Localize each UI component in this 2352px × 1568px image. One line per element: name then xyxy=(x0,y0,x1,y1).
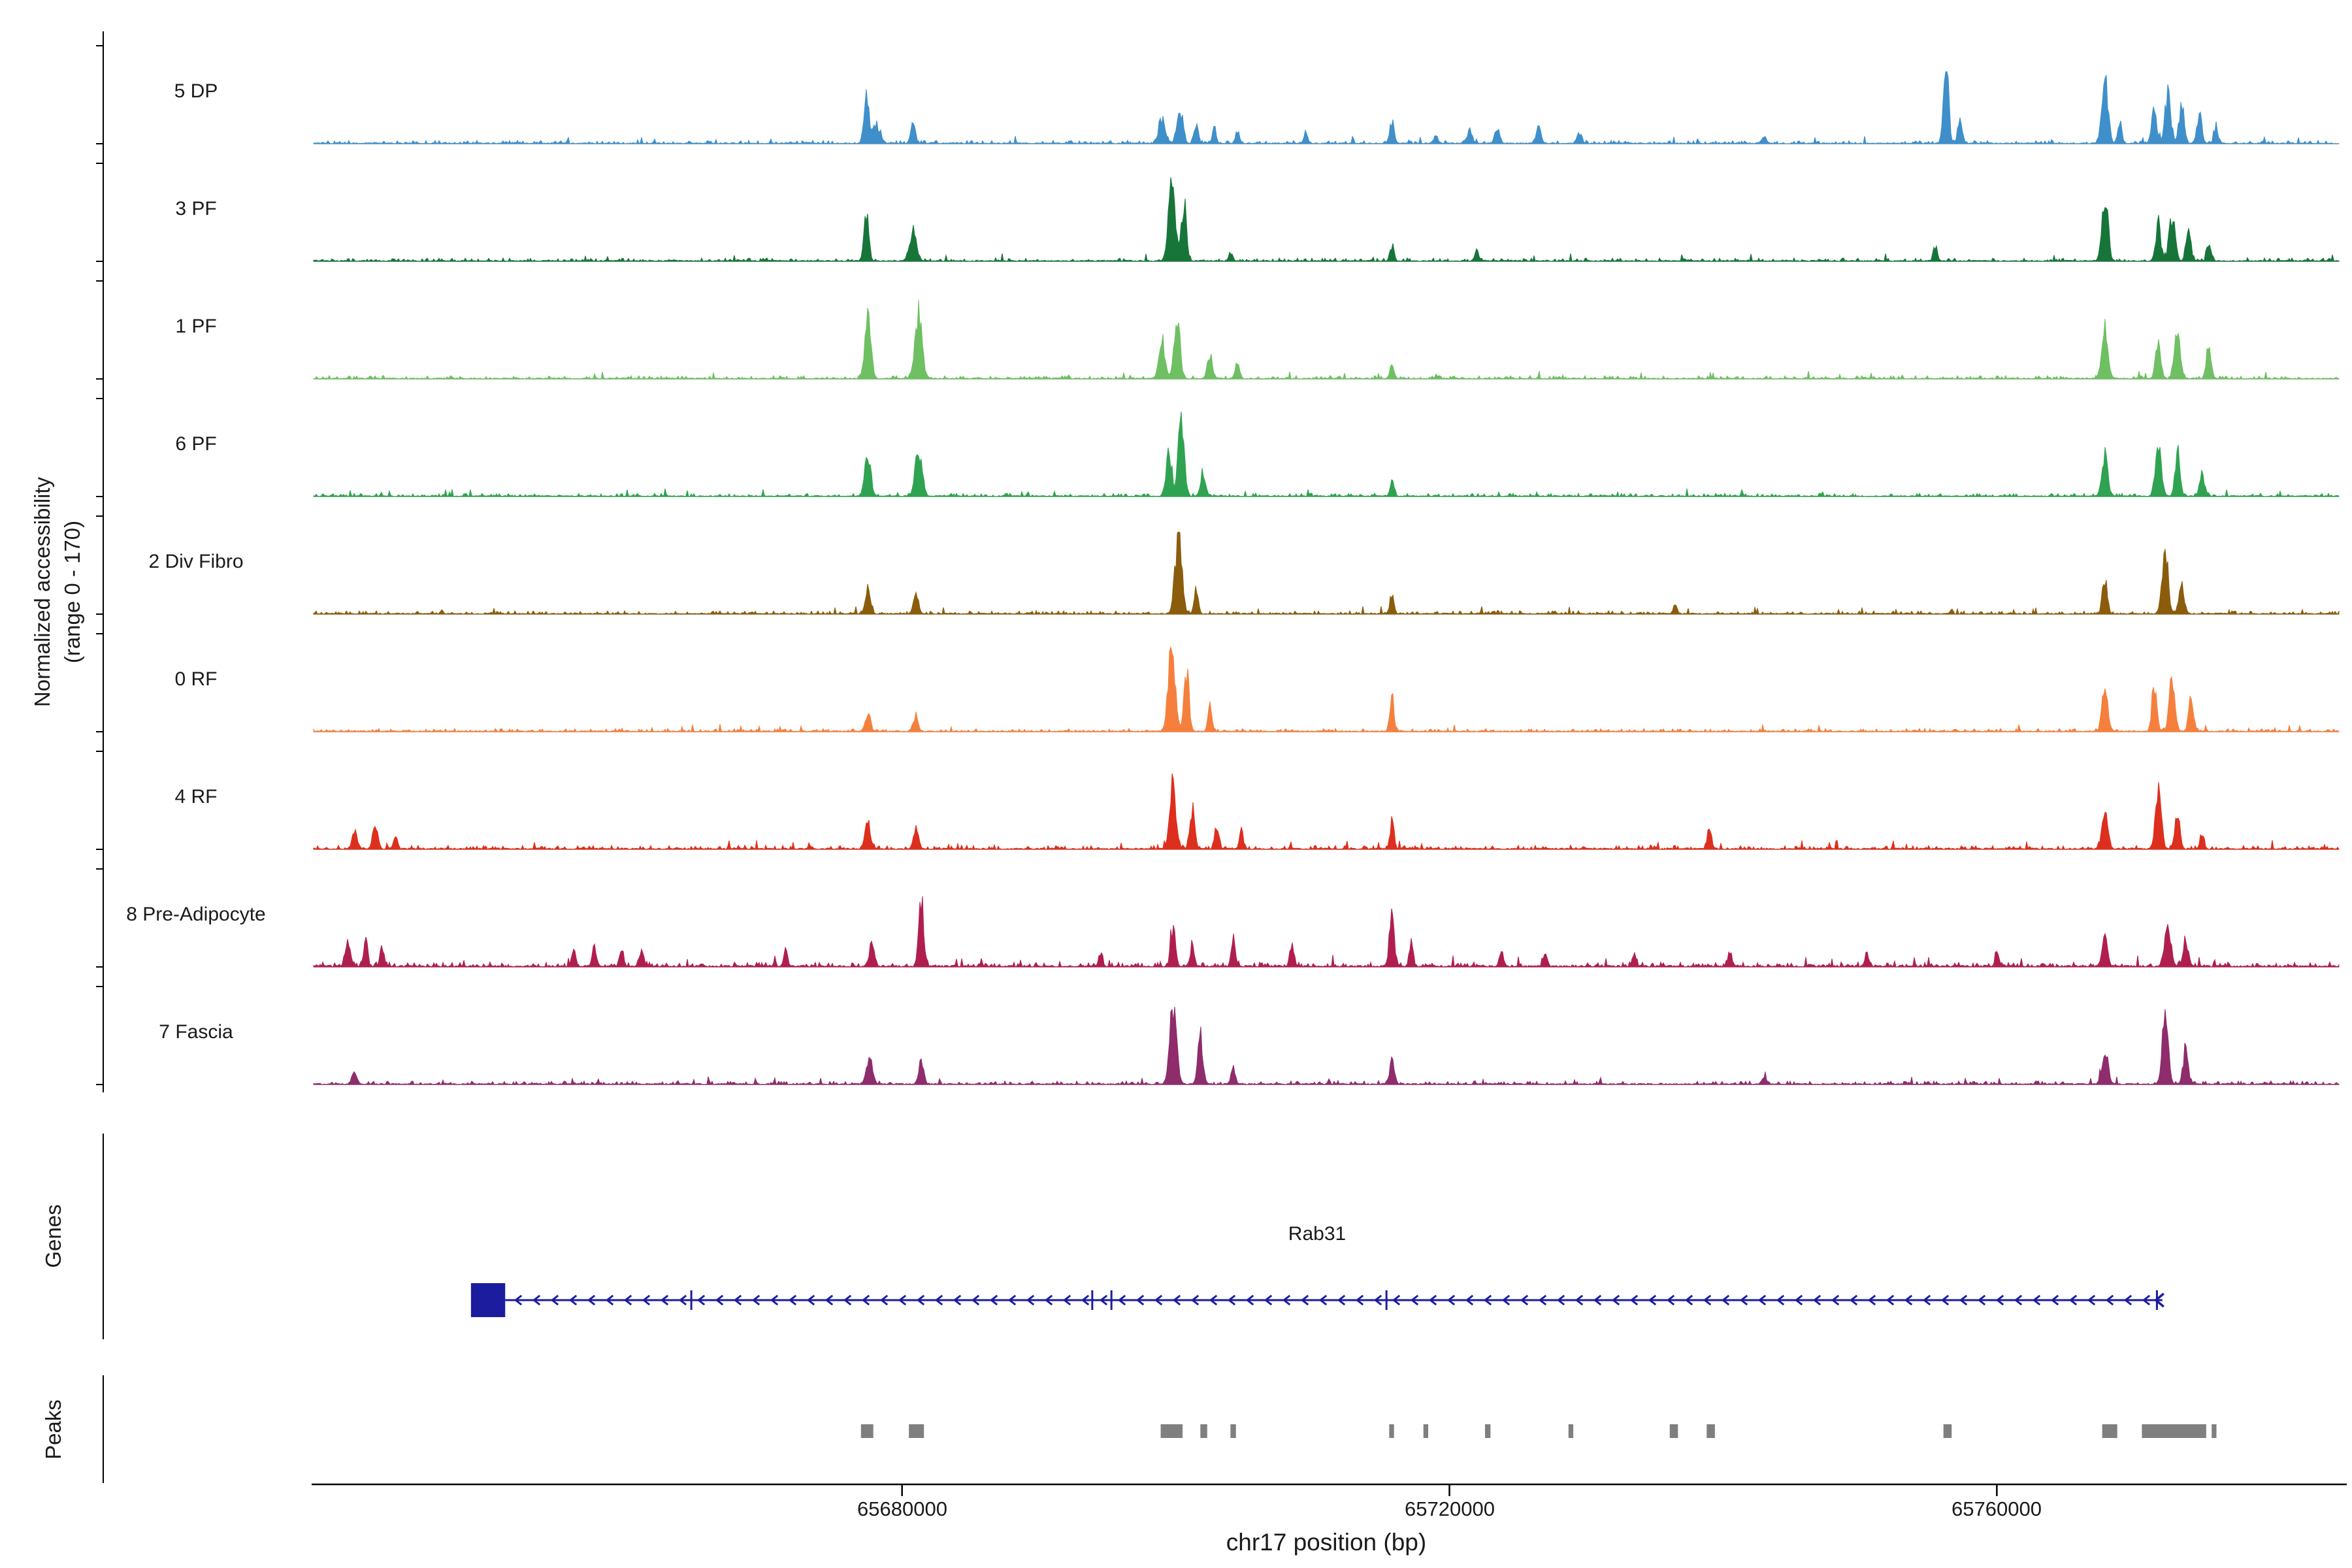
peaks-section-label: Peaks xyxy=(41,1399,65,1460)
x-tick-label-65680000: 65680000 xyxy=(857,1497,947,1520)
track-label-2-div-fibro: 2 Div Fibro xyxy=(148,551,244,572)
gene-name-label: Rab31 xyxy=(1288,1223,1347,1245)
track-label-4-rf: 4 RF xyxy=(174,786,218,808)
track-label-6-pf: 6 PF xyxy=(175,433,217,455)
x-tick-label-65760000: 65760000 xyxy=(1952,1497,2042,1520)
track-label-5-dp: 5 DP xyxy=(174,80,218,102)
x-axis-title: chr17 position (bp) xyxy=(1226,1529,1427,1556)
track-label-3-pf: 3 PF xyxy=(175,198,217,220)
track-label-0-rf: 0 RF xyxy=(174,668,218,690)
track-label-1-pf: 1 PF xyxy=(175,316,217,337)
x-tick-label-65720000: 65720000 xyxy=(1405,1497,1495,1520)
track-label-7-fascia: 7 Fascia xyxy=(159,1021,233,1043)
track-label-8-pre-adipocyte: 8 Pre-Adipocyte xyxy=(126,904,266,925)
